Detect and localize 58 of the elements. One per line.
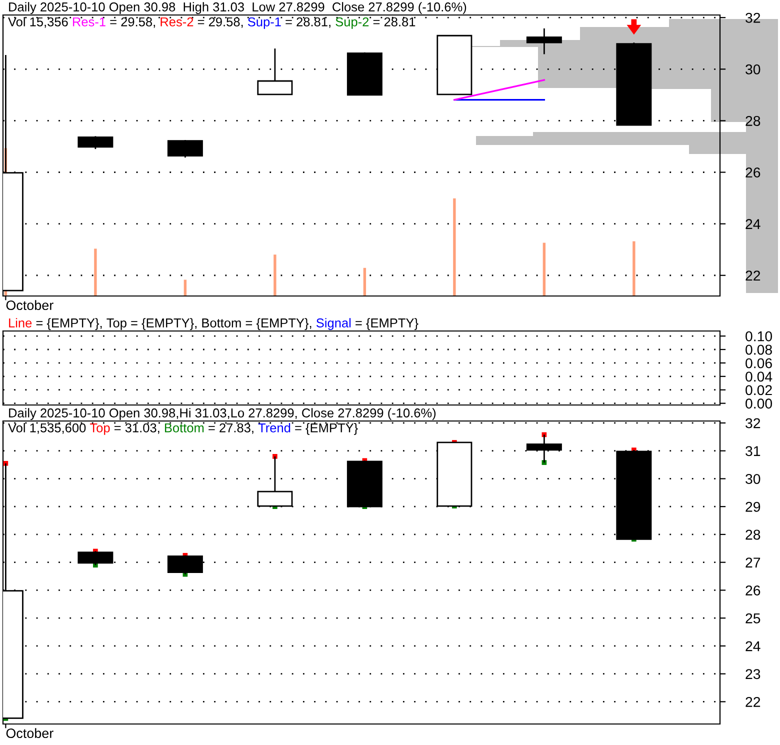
text: = {EMPTY}, [246, 318, 312, 330]
text: Sup-1 [248, 17, 281, 29]
bar [184, 280, 187, 296]
annotation: = {EMPTY} [295, 423, 358, 435]
legend-label: Bottom [202, 318, 241, 328]
y-tick-label: 30 [746, 64, 760, 74]
y-tick-label: 0.08 [746, 344, 772, 355]
y-tick-label: 0.02 [746, 385, 772, 396]
y-tick-label: 0.10 [746, 331, 772, 342]
y-tick-label: 29 [746, 502, 760, 512]
bar [453, 198, 456, 296]
y-tick-label: 26 [746, 168, 760, 178]
bar [632, 241, 636, 296]
y-tick-label: 22 [746, 270, 760, 281]
y-tick-label: 28 [746, 116, 760, 126]
text: = {EMPTY} [356, 318, 418, 330]
y-tick-label: 32 [746, 418, 760, 428]
annotation: = 28.81, [286, 17, 330, 28]
text: = {EMPTY}, [131, 318, 196, 330]
y-tick-label: 27 [746, 558, 760, 568]
y-tick-label: 24 [746, 219, 760, 229]
chart-subtitle: Vol 15,356 [8, 17, 68, 28]
y-tick-label: 25 [746, 613, 760, 624]
x-tick-label: October [6, 300, 54, 310]
y-tick-label: 32 [746, 12, 760, 23]
text: Top [90, 423, 110, 435]
text: Res-1 [72, 17, 106, 26]
legend-label: Signal [316, 318, 351, 330]
annotation: = 28.81 [373, 17, 416, 26]
chart-subtitle: Vol 1,535,600 [8, 423, 86, 434]
text: = {EMPTY}, [36, 318, 102, 330]
y-tick-label: 30 [746, 474, 760, 484]
text: Bottom [164, 423, 204, 432]
chart-title: Daily 2025-10-10 Open 30.98,Hi 31.03,Lo 27.8299, Close 27.8299 (-10.6%) [9, 408, 436, 420]
y-tick-label: 0.00 [746, 398, 772, 409]
legend-label: Trend [258, 423, 290, 432]
y-tick-label: 0.06 [746, 358, 772, 368]
y-tick-label: 22 [746, 696, 760, 707]
y-tick-label: 23 [746, 669, 760, 680]
y-tick-label: 24 [746, 641, 760, 652]
y-tick-label: 31 [746, 446, 760, 456]
legend-label: Sup-2 [336, 17, 369, 29]
annotation: = 27.83, [208, 423, 254, 434]
legend-label: Res-2 [160, 17, 194, 26]
bar [542, 242, 546, 296]
annotation: = 29.58, [198, 17, 243, 28]
bar [363, 268, 366, 296]
legend-label: Top [106, 318, 126, 330]
x-tick-label: October [6, 728, 54, 738]
bar [94, 248, 97, 296]
y-tick-label: 0.04 [746, 372, 772, 382]
annotation: = 29.58, [110, 17, 155, 28]
chart-title: Daily 2025-10-10 Open 30.98 High 31.03 Low 27.8299 Close 27.8299 (-10.6%) [9, 2, 466, 14]
y-tick-label: 28 [746, 530, 760, 540]
bar [274, 254, 276, 296]
annotation: = 31.03, [114, 423, 160, 434]
legend-label: Line [9, 318, 32, 328]
y-tick-label: 26 [746, 585, 760, 596]
